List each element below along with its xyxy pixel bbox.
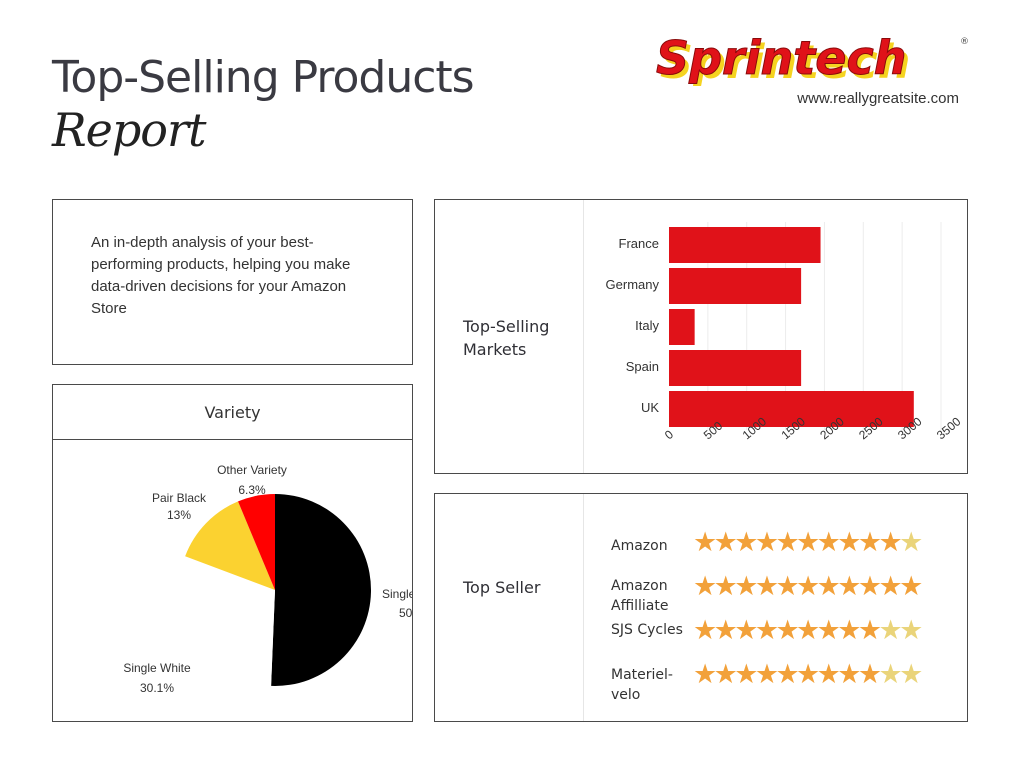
star-filled-icon: ★ (775, 659, 799, 690)
star-filled-icon: ★ (713, 659, 738, 690)
star-empty-icon: ★ (878, 659, 902, 690)
star-filled-icon: ★ (878, 571, 902, 602)
category-label: Spain (626, 359, 659, 374)
markets-divider (583, 200, 584, 473)
seller-divider (583, 494, 584, 721)
pie-label: Other Variety (217, 463, 287, 477)
variety-title: Variety (53, 385, 412, 440)
star-filled-icon: ★ (816, 615, 841, 646)
star-filled-icon: ★ (837, 571, 861, 602)
pie-value-label: 6.3% (238, 483, 266, 497)
star-filled-icon: ★ (754, 527, 779, 558)
category-label: Italy (635, 318, 659, 333)
star-filled-icon: ★ (816, 571, 841, 602)
star-filled-icon: ★ (816, 527, 841, 558)
svg-text:Sprintech: Sprintech (660, 35, 910, 86)
star-filled-icon: ★ (796, 571, 820, 602)
star-filled-icon: ★ (693, 659, 717, 690)
rating-stars-sjs-cycles: ★★★★★★★★★★★ (693, 615, 923, 646)
star-filled-icon: ★ (857, 571, 882, 602)
pie-label: Pair Black (152, 491, 207, 505)
star-filled-icon: ★ (775, 527, 799, 558)
star-filled-icon: ★ (713, 615, 738, 646)
pie-slice-single-white (179, 556, 275, 686)
star-filled-icon: ★ (775, 571, 799, 602)
star-filled-icon: ★ (857, 527, 882, 558)
page-subtitle: Report (52, 103, 206, 157)
star-filled-icon: ★ (837, 527, 861, 558)
pie-slice-other-variety (238, 494, 275, 590)
star-filled-icon: ★ (713, 571, 738, 602)
markets-panel: Top-Selling Markets France Germany Italy Sp… (434, 199, 968, 474)
category-label: France (619, 236, 659, 251)
star-filled-icon: ★ (796, 615, 820, 646)
star-filled-icon: ★ (693, 571, 717, 602)
seller-name-sjs-cycles: SJS Cycles (611, 622, 683, 638)
star-empty-icon: ★ (899, 527, 923, 558)
intro-description: An in-depth analysis of your best-perfor… (91, 234, 351, 317)
pie-label: Single Black (382, 587, 412, 601)
page-title: Top-Selling Products (52, 52, 475, 103)
star-filled-icon: ★ (754, 571, 779, 602)
markets-title: Top-Selling Markets (463, 317, 550, 359)
pie-slice-single-black (271, 494, 371, 686)
pie-value-label: 13% (167, 508, 191, 522)
svg-text:®: ® (960, 37, 968, 47)
star-filled-icon: ★ (796, 659, 820, 690)
star-filled-icon: ★ (734, 659, 758, 690)
star-filled-icon: ★ (796, 527, 820, 558)
star-filled-icon: ★ (754, 615, 779, 646)
top-seller-title: Top Seller (463, 578, 541, 597)
pie-slice-pair-black (185, 501, 275, 590)
rating-stars-amazon: ★★★★★★★★★★★ (693, 527, 923, 558)
seller-name-amazon-affiliate: Amazon Affilliate (611, 578, 669, 614)
star-filled-icon: ★ (693, 615, 717, 646)
variety-pie-chart: Single Black 50.7% Single White 30.1% Pair B… (123, 463, 412, 695)
star-empty-icon: ★ (878, 615, 902, 646)
star-filled-icon: ★ (693, 527, 717, 558)
seller-name-amazon: Amazon (611, 538, 668, 554)
svg-text:Sprintech: Sprintech (656, 31, 906, 85)
bar-france (669, 227, 821, 263)
star-filled-icon: ★ (734, 527, 758, 558)
star-filled-icon: ★ (816, 659, 841, 690)
star-filled-icon: ★ (837, 615, 861, 646)
bar-uk (669, 391, 914, 427)
star-filled-icon: ★ (775, 615, 799, 646)
variety-panel: Variety Single Black 50.7% Single White 30.… (52, 384, 413, 722)
pie-value-label: 30.1% (140, 681, 174, 695)
x-tick-label: 3500 (934, 414, 964, 442)
bar-spain (669, 350, 802, 386)
intro-panel: An in-depth analysis of your best-perfor… (52, 199, 413, 365)
rating-stars-materiel-velo: ★★★★★★★★★★★ (693, 659, 923, 690)
website-url[interactable]: www.reallygreatsite.com (797, 90, 959, 107)
star-empty-icon: ★ (899, 615, 923, 646)
star-filled-icon: ★ (734, 571, 758, 602)
category-label: Germany (606, 277, 660, 292)
star-filled-icon: ★ (837, 659, 861, 690)
star-filled-icon: ★ (857, 615, 882, 646)
category-label: UK (641, 400, 659, 415)
star-filled-icon: ★ (857, 659, 882, 690)
star-filled-icon: ★ (713, 527, 738, 558)
bar-italy (669, 309, 695, 345)
top-seller-panel: Top Seller Amazon Amazon Affilliate SJS … (434, 493, 968, 722)
pie-value-label: 50.7% (399, 606, 412, 620)
sprintech-logo: Sprintech Sprintech ® (656, 31, 969, 87)
pie-label: Single White (123, 661, 191, 675)
star-empty-icon: ★ (899, 659, 923, 690)
x-tick-label: 0 (662, 427, 676, 442)
star-filled-icon: ★ (754, 659, 779, 690)
star-filled-icon: ★ (878, 527, 902, 558)
bar-germany (669, 268, 802, 304)
star-filled-icon: ★ (734, 615, 758, 646)
seller-name-materiel-velo: Materiel-velo (611, 667, 673, 703)
star-filled-icon: ★ (899, 571, 923, 602)
rating-stars-amazon-affiliate: ★★★★★★★★★★★ (693, 571, 923, 602)
